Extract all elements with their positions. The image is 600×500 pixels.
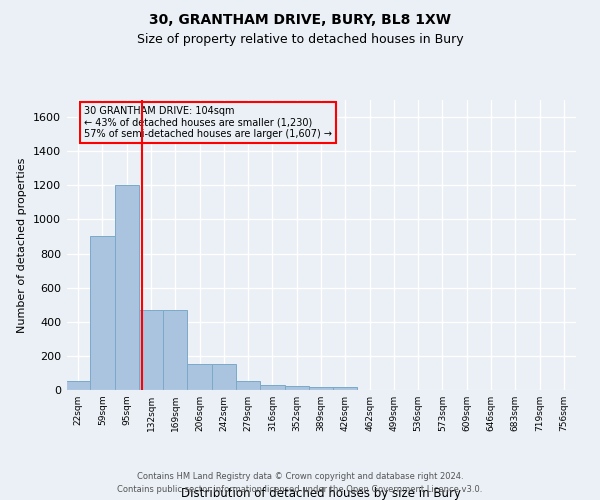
Text: 30, GRANTHAM DRIVE, BURY, BL8 1XW: 30, GRANTHAM DRIVE, BURY, BL8 1XW xyxy=(149,12,451,26)
Bar xyxy=(212,364,236,390)
Bar xyxy=(260,385,284,390)
Text: Contains HM Land Registry data © Crown copyright and database right 2024.: Contains HM Land Registry data © Crown c… xyxy=(137,472,463,481)
X-axis label: Distribution of detached houses by size in Bury: Distribution of detached houses by size … xyxy=(181,487,461,500)
Bar xyxy=(333,386,358,390)
Text: 30 GRANTHAM DRIVE: 104sqm
← 43% of detached houses are smaller (1,230)
57% of se: 30 GRANTHAM DRIVE: 104sqm ← 43% of detac… xyxy=(84,106,332,139)
Bar xyxy=(90,236,115,390)
Bar xyxy=(236,380,260,390)
Bar xyxy=(115,186,139,390)
Text: Size of property relative to detached houses in Bury: Size of property relative to detached ho… xyxy=(137,32,463,46)
Bar xyxy=(66,382,90,390)
Bar xyxy=(163,310,187,390)
Bar xyxy=(187,364,212,390)
Bar xyxy=(309,386,333,390)
Bar xyxy=(284,386,309,390)
Bar xyxy=(139,310,163,390)
Text: Contains public sector information licensed under the Open Government Licence v3: Contains public sector information licen… xyxy=(118,485,482,494)
Y-axis label: Number of detached properties: Number of detached properties xyxy=(17,158,28,332)
